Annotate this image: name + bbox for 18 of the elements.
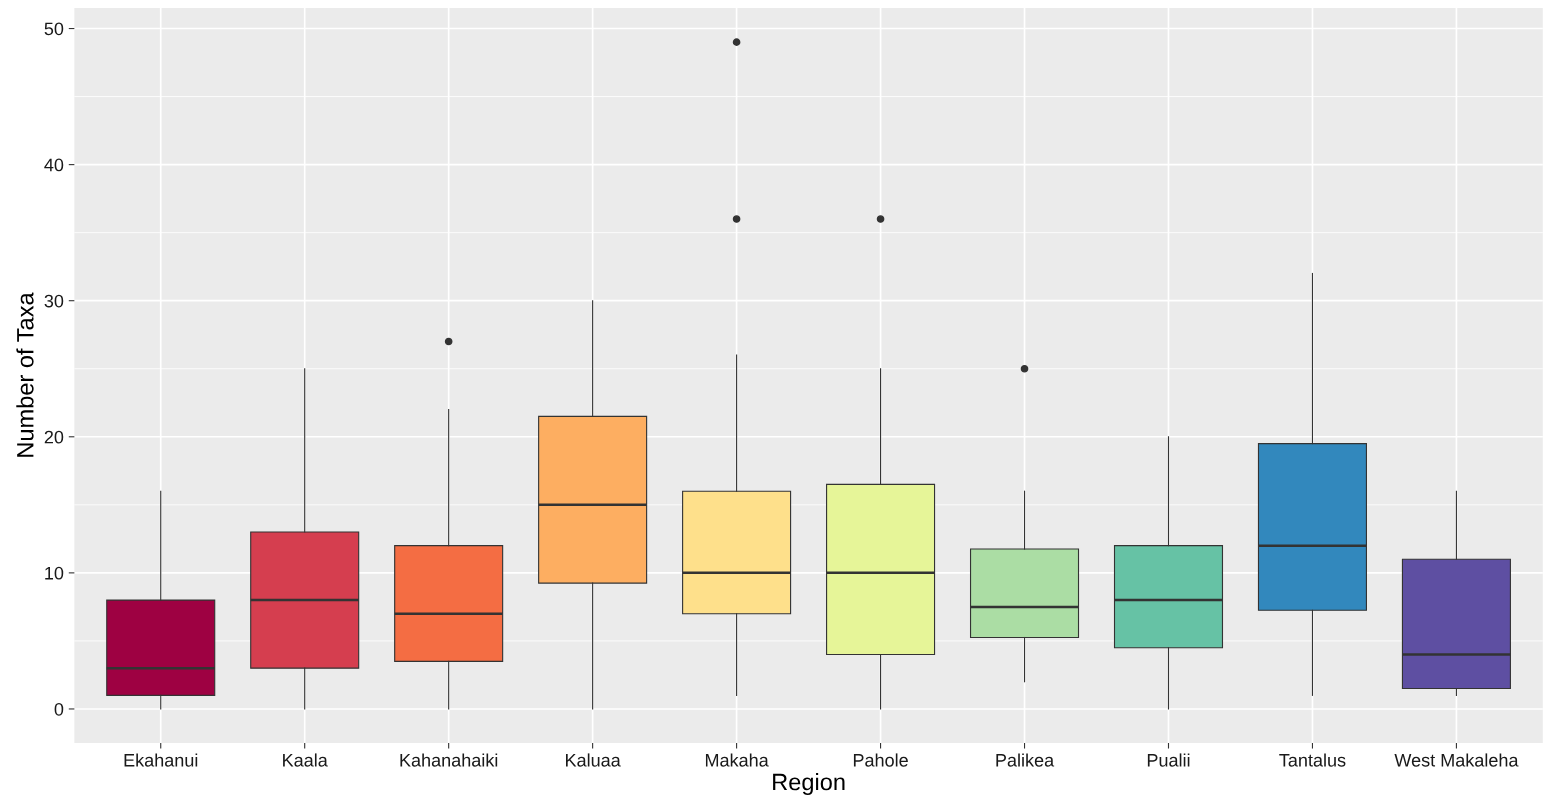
y-axis-title: Number of Taxa <box>16 292 34 457</box>
y-tick-label: 40 <box>44 158 64 172</box>
x-tick-label: Makaha <box>705 753 769 767</box>
x-tick-label: Kaala <box>283 753 328 767</box>
y-tick-label: 50 <box>44 22 64 36</box>
y-tick-label: 30 <box>44 294 64 308</box>
x-tick-label: Pualii <box>1147 753 1190 767</box>
x-tick-label: Palikea <box>996 753 1055 767</box>
x-tick-label: West Makaleha <box>1394 753 1519 767</box>
x-tick-label: Kahanahaiki <box>400 753 498 767</box>
x-tick-label: Pahole <box>853 753 908 767</box>
y-tick-label: 20 <box>44 430 64 444</box>
x-tick-label: Kaluaa <box>566 753 621 767</box>
x-tick-label: Ekahanui <box>124 753 198 767</box>
y-tick-label: 0 <box>54 702 64 716</box>
y-tick-label: 10 <box>45 566 64 580</box>
x-tick-label: Tantalus <box>1279 753 1346 767</box>
x-axis-title: Region <box>773 773 845 796</box>
